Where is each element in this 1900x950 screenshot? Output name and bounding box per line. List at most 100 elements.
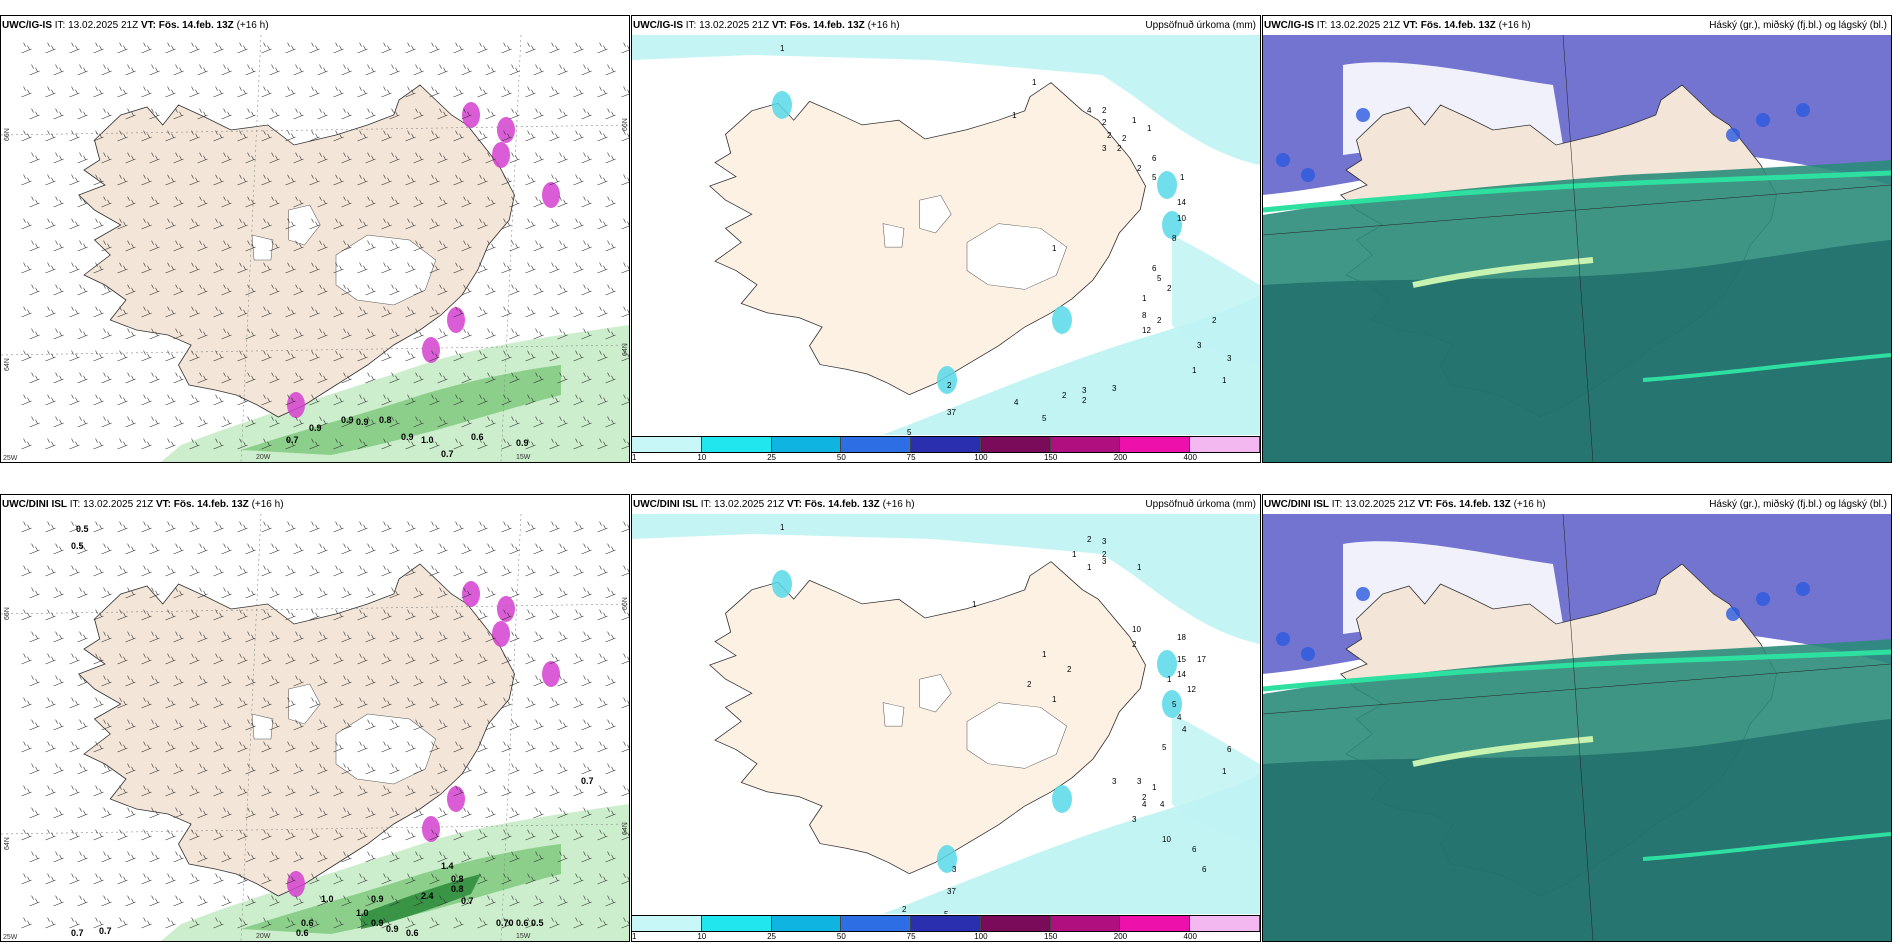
wind-barb [125,372,136,384]
wind-barb [453,741,464,753]
wind-barb [525,741,536,753]
wind-barb [477,609,488,621]
wind-barb [581,763,592,775]
wind-barb [261,917,272,929]
wind-barb [77,587,88,599]
colorbar-swatch [1050,916,1121,931]
wind-barb [557,543,568,555]
wind-barb [429,218,440,230]
wind-barb [525,521,536,533]
precip-value-label: 14 [1177,670,1186,679]
wind-barb [485,64,496,76]
wind-barb [453,521,464,533]
wind-barb [501,262,512,274]
wind-barb [213,565,224,577]
wind-barb [213,86,224,98]
wind-barb [237,697,248,709]
wind-barb [29,631,40,643]
wind-barb [533,64,544,76]
wind-barb [525,653,536,665]
wind-barb [45,394,56,406]
iceland-land [709,82,1146,396]
wind-barb [389,372,400,384]
wind-barb [125,284,136,296]
wind-barb [381,697,392,709]
wind-barb [533,895,544,907]
wind-barb [597,42,608,54]
wind-barb [77,152,88,164]
wind-barb [21,609,32,621]
valid-time: VT: Fös. 14.feb. 13Z [786,499,880,510]
wind-barb [197,851,208,863]
axis-label: 66N [4,128,11,141]
wind-barb [389,631,400,643]
wind-barb [501,653,512,665]
wind-barb [549,521,560,533]
wind-barb [485,108,496,120]
wind-barb [437,152,448,164]
wind-barb [261,42,272,54]
wind-barb [341,284,352,296]
wind-barb [269,152,280,164]
colorbar-tick-label: 10 [697,453,707,462]
precip-spot [937,845,957,873]
wind-barb [53,416,64,428]
wind-barb [557,851,568,863]
wind-barb [621,438,629,450]
wind-barb [21,218,32,230]
wind-barb [93,829,104,841]
wind-barb [141,262,152,274]
wind-value-label: 0.8 [451,884,464,894]
wind-barb [485,763,496,775]
wind-barb [285,697,296,709]
wind-barb [189,829,200,841]
wind-barb [389,543,400,555]
precip-value-label: 1 [1052,695,1057,704]
wind-barb [365,416,376,428]
wind-barb [605,763,616,775]
wind-barb [125,240,136,252]
precip-value-label: 8 [1172,234,1177,243]
wind-barb [173,675,184,687]
wind-barb [197,763,208,775]
wind-barb [125,807,136,819]
wind-barb [165,917,176,929]
wind-barb [605,543,616,555]
wind-barb [405,306,416,318]
precip-value-label: 3 [1112,384,1117,393]
wind-barb [221,196,232,208]
wind-barb [101,108,112,120]
wind-barb [189,394,200,406]
wind-barb [365,895,376,907]
meridian [500,35,522,462]
glacier [919,674,952,713]
wind-barb [45,438,56,450]
wind-barb [269,675,280,687]
wind-barb [317,895,328,907]
wind-barb [245,196,256,208]
wind-barb [53,196,64,208]
wind-barb [69,394,80,406]
wind-value-label: 0.8 [451,874,464,884]
wind-barb [557,152,568,164]
wind-barb [597,653,608,665]
wind-barb [93,609,104,621]
wind-barb [53,807,64,819]
wind-barb [573,741,584,753]
wind-barb [69,653,80,665]
wind-barb [597,829,608,841]
axis-label: 64N [622,822,629,835]
wind-barb [93,785,104,797]
wind-value-label: 0.8 [379,415,392,425]
wind-barb [261,262,272,274]
wind-barb [365,372,376,384]
wind-barb [453,609,464,621]
meridian [500,514,522,941]
wind-barb [21,565,32,577]
wind-barb [509,416,520,428]
wind-barb [293,631,304,643]
wind-barb [197,631,208,643]
wind-barb [317,64,328,76]
wind-barb [149,284,160,296]
